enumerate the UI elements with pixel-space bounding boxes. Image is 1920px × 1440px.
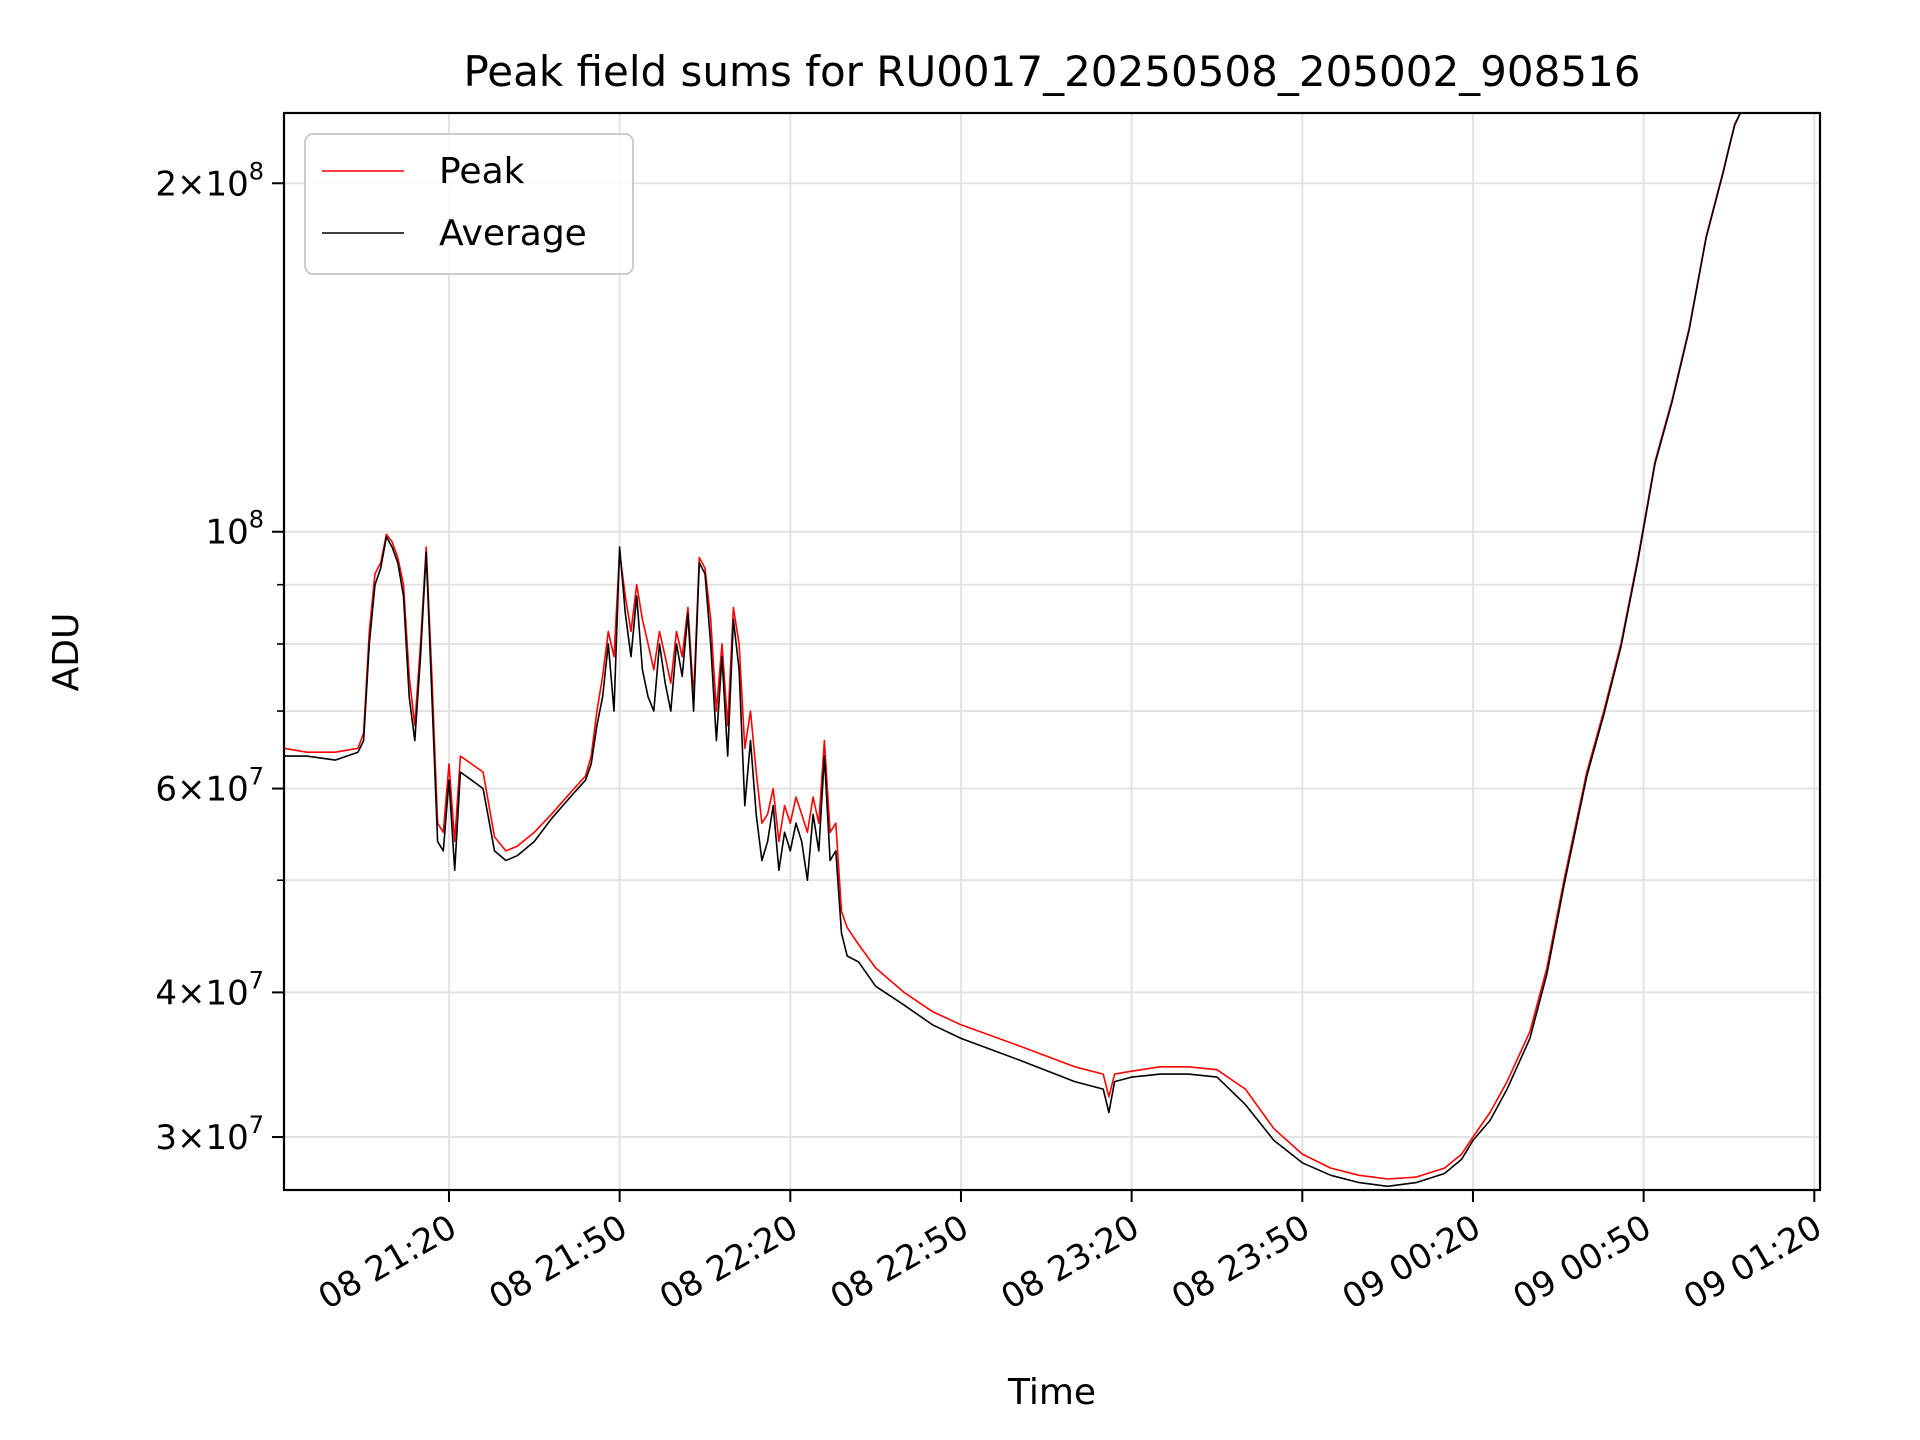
legend-box bbox=[304, 133, 634, 275]
legend: Peak Average bbox=[304, 133, 634, 275]
chart-title: Peak field sums for RU0017_20250508_2050… bbox=[463, 47, 1640, 96]
legend-label-peak: Peak bbox=[439, 151, 525, 192]
y-tick-base: 10 bbox=[205, 973, 248, 1013]
y-tick-base: 10 bbox=[205, 513, 248, 553]
y-tick-mantissa: 6× bbox=[155, 770, 205, 810]
y-tick-exponent: 7 bbox=[249, 966, 264, 994]
y-tick-label: 3×107 bbox=[155, 1111, 264, 1158]
y-tick-label: 4×107 bbox=[155, 966, 264, 1013]
y-tick-base: 10 bbox=[205, 1118, 248, 1158]
y-tick-exponent: 7 bbox=[249, 763, 264, 791]
y-tick-exponent: 8 bbox=[249, 506, 264, 534]
plot-frame bbox=[282, 111, 1822, 1192]
x-axis-label: Time bbox=[1007, 1372, 1096, 1413]
y-tick-label: 2×108 bbox=[155, 157, 264, 204]
y-tick-mantissa: 3× bbox=[155, 1118, 205, 1158]
y-tick-base: 10 bbox=[205, 770, 248, 810]
series-line-average bbox=[284, 113, 1742, 1188]
y-tick-exponent: 8 bbox=[249, 157, 264, 185]
y-tick-mantissa: 2× bbox=[155, 164, 205, 204]
y-axis-label: ADU bbox=[46, 613, 87, 692]
y-tick-base: 10 bbox=[205, 164, 248, 204]
series-line-peak bbox=[284, 113, 1742, 1180]
legend-label-average: Average bbox=[439, 213, 587, 254]
y-tick-label: 6×107 bbox=[155, 763, 264, 810]
y-tick-exponent: 7 bbox=[249, 1111, 264, 1139]
series-layer bbox=[284, 113, 1742, 1188]
y-tick-label: 108 bbox=[205, 506, 264, 553]
y-tick-mantissa: 4× bbox=[155, 973, 205, 1013]
